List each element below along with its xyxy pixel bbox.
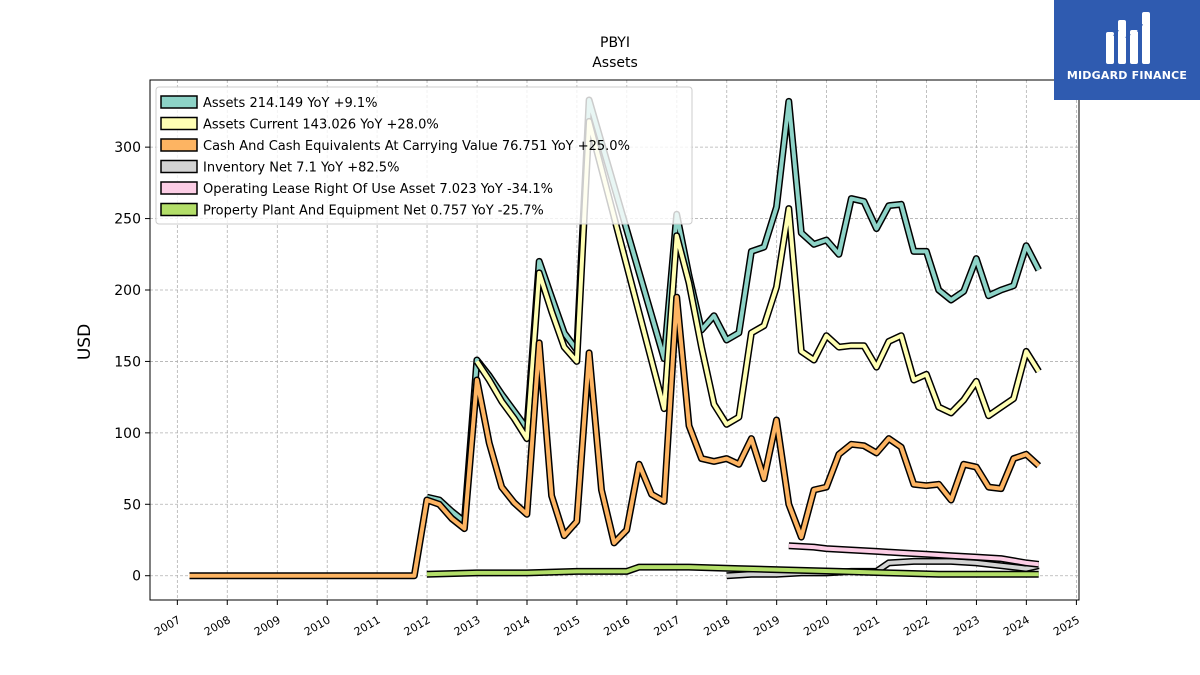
plot-area-frame	[149, 79, 1080, 601]
y-tick-label: 0	[132, 569, 141, 585]
x-tick-label: 2019	[751, 613, 782, 638]
series-line-1	[475, 119, 1041, 441]
legend-swatch	[160, 181, 198, 195]
series-line-4	[788, 543, 1039, 567]
y-tick-label: 100	[114, 426, 141, 442]
y-tick-label: 150	[114, 354, 141, 370]
x-tick-label: 2015	[552, 613, 583, 638]
x-tick-label: 2023	[951, 613, 982, 638]
legend-label: Inventory Net 7.1 YoY +82.5%	[203, 161, 399, 176]
legend: Assets 214.149 YoY +9.1% Assets Current 1…	[155, 86, 693, 225]
chart-subtitle: Assets	[592, 55, 638, 71]
y-tick-label: 200	[114, 283, 141, 299]
series-line-2	[189, 295, 1041, 578]
logo-text: MIDGARD FINANCE	[1066, 69, 1188, 82]
x-tick-label: 2022	[901, 613, 932, 638]
y-tick-label: 250	[114, 212, 141, 228]
x-tick-label: 2018	[702, 613, 733, 638]
x-tick-label: 2013	[452, 613, 483, 638]
legend-swatch	[160, 202, 198, 217]
legend-label: Operating Lease Right Of Use Asset 7.023…	[203, 182, 553, 197]
series-outline-2	[189, 293, 1042, 580]
x-tick-label: 2021	[851, 613, 882, 638]
series-line-5	[426, 565, 1039, 577]
logo-mark-icon	[1106, 12, 1150, 64]
legend-label: Property Plant And Equipment Net 0.757 Y…	[203, 204, 544, 219]
x-tick-label: 2008	[202, 613, 233, 638]
legend-swatch	[160, 138, 198, 152]
x-tick-label: 2020	[801, 613, 832, 638]
series-line-3	[726, 559, 1040, 578]
legend-swatch	[160, 95, 198, 109]
y-axis: 0 50 100 150 200 250 300	[114, 140, 150, 585]
x-tick-label: 2016	[602, 613, 633, 638]
legend-swatch	[160, 159, 198, 174]
y-tick-label: 50	[123, 497, 141, 513]
legend-swatch	[160, 116, 198, 131]
x-tick-label: 2012	[402, 613, 433, 638]
series-lines	[189, 96, 1042, 580]
x-tick-label: 2007	[152, 613, 183, 638]
x-tick-label: 2024	[1001, 613, 1032, 638]
legend-label: Assets 214.149 YoY +9.1%	[203, 96, 378, 111]
y-axis-label: USD	[75, 324, 95, 360]
x-tick-label: 2011	[352, 613, 383, 638]
brand-logo: MIDGARD FINANCE	[1054, 0, 1200, 100]
x-tick-label: 2009	[252, 613, 283, 638]
series-line-0	[426, 98, 1041, 524]
x-tick-label: 2014	[502, 613, 533, 638]
chart-title: PBYI	[600, 35, 630, 51]
x-tick-label: 2010	[302, 613, 333, 638]
y-tick-label: 300	[114, 140, 141, 156]
legend-label: Cash And Cash Equivalents At Carrying Va…	[203, 139, 630, 154]
x-tick-label: 2025	[1051, 613, 1082, 638]
x-axis: 2007 2008 2009 2010 2011 2012 2013 2014 2015 2016…	[152, 600, 1082, 639]
legend-label: Assets Current 143.026 YoY +28.0%	[203, 118, 439, 133]
x-tick-label: 2017	[652, 613, 683, 638]
legend-box	[155, 86, 693, 225]
